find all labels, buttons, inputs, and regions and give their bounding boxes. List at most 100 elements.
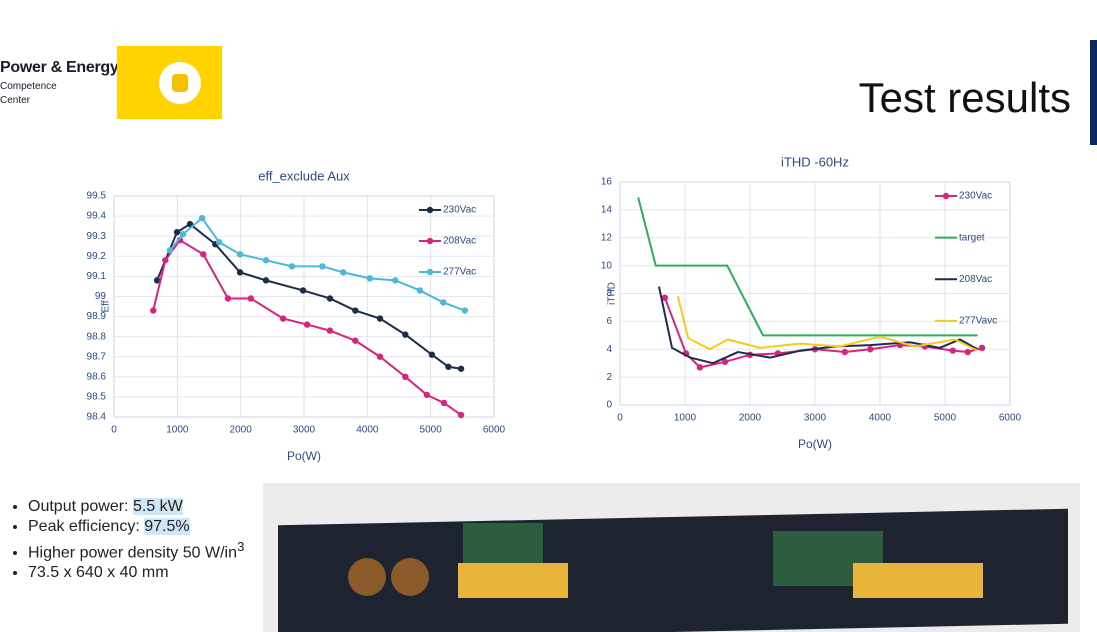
legend-label: 208Vac <box>443 236 476 247</box>
bullet: Output power: 5.5 kW <box>28 497 244 517</box>
x-tick-label: 2000 <box>739 413 762 424</box>
slide-title: Test results <box>858 74 1071 121</box>
data-point <box>457 365 465 372</box>
data-point <box>949 347 956 354</box>
series-line <box>676 296 978 352</box>
data-point <box>457 411 465 419</box>
data-point <box>303 321 311 328</box>
y-tick-label: 98.4 <box>87 412 107 423</box>
bullet-text: Higher power density 50 W/in <box>28 544 237 562</box>
y-tick-label: 14 <box>601 205 613 216</box>
y-tick-label: 99 <box>95 291 107 302</box>
data-point <box>150 307 157 314</box>
x-tick-label: 0 <box>111 425 117 436</box>
legend-label: 277Vac <box>443 267 476 278</box>
legend-label: 230Vac <box>443 205 476 216</box>
x-tick-label: 6000 <box>999 413 1022 424</box>
bullet-list: Output power: 5.5 kW Peak efficiency: 97… <box>8 497 244 583</box>
x-tick-label: 1000 <box>674 413 697 424</box>
y-tick-label: 98.9 <box>87 311 107 322</box>
data-point <box>340 269 347 276</box>
y-axis-label: iTHD <box>607 282 618 305</box>
data-point <box>461 307 469 314</box>
data-point <box>978 344 986 352</box>
data-point <box>402 331 409 338</box>
legend-marker <box>942 192 950 200</box>
x-axis-label: Po(W) <box>798 437 832 451</box>
product-photo <box>263 483 1080 632</box>
y-tick-label: 98.7 <box>87 351 107 362</box>
x-tick-label: 0 <box>617 413 623 424</box>
data-point <box>366 275 374 282</box>
data-point <box>964 348 971 356</box>
data-point <box>423 391 431 399</box>
data-point <box>198 214 206 222</box>
data-point <box>179 230 187 238</box>
highlight: 97.5% <box>144 518 190 535</box>
y-tick-label: 8 <box>606 288 612 299</box>
y-tick-label: 99.1 <box>87 271 107 282</box>
y-tick-label: 99.5 <box>87 191 107 202</box>
superscript: 3 <box>236 539 245 554</box>
data-point <box>326 295 334 302</box>
data-point <box>721 358 729 365</box>
data-point <box>224 295 232 302</box>
data-point <box>288 263 296 270</box>
data-point <box>299 287 307 294</box>
y-tick-label: 12 <box>601 232 613 243</box>
org-sub: Competence <box>0 81 57 92</box>
legend-label: 230Vac <box>959 191 992 202</box>
x-axis-label: Po(W) <box>287 449 321 463</box>
legend-marker <box>426 237 434 245</box>
x-tick-label: 4000 <box>356 425 379 436</box>
data-point <box>696 364 704 371</box>
data-point <box>236 251 244 258</box>
chart-title: eff_exclude Aux <box>258 168 350 183</box>
plot-frame <box>619 181 1011 406</box>
y-tick-label: 4 <box>606 344 612 355</box>
bullet: Peak efficiency: 97.5% <box>28 517 244 537</box>
y-tick-label: 6 <box>606 316 612 327</box>
plot-frame <box>113 195 495 418</box>
bullet: Higher power density 50 W/in3 <box>28 537 244 563</box>
data-point <box>428 351 436 358</box>
x-tick-label: 3000 <box>293 425 316 436</box>
data-point <box>402 373 409 381</box>
y-tick-label: 99.2 <box>87 251 107 262</box>
data-point <box>279 315 287 322</box>
bullet: 73.5 x 640 x 40 mm <box>28 563 244 583</box>
data-point <box>166 247 174 254</box>
bullet-text: 73.5 x 640 x 40 mm <box>28 564 169 582</box>
legend-label: target <box>959 232 985 243</box>
data-point <box>445 363 452 370</box>
data-point <box>215 239 223 246</box>
x-tick-label: 3000 <box>804 413 827 424</box>
data-point <box>319 263 326 270</box>
y-axis-label: Eff <box>101 300 112 312</box>
y-tick-label: 98.5 <box>87 392 107 403</box>
accent-bar <box>1090 40 1097 145</box>
data-point <box>262 257 270 264</box>
y-tick-label: 0 <box>606 400 612 411</box>
data-point <box>262 277 270 284</box>
data-point <box>376 315 384 322</box>
y-tick-label: 99.4 <box>87 211 107 222</box>
charts: eff_exclude Aux Po(W) Eff 98.4 98.5 98.6 98.7 9… <box>87 154 1022 463</box>
y-tick-label: 10 <box>601 260 613 271</box>
x-tick-label: 5000 <box>934 413 957 424</box>
data-point <box>440 299 447 306</box>
y-tick-label: 98.6 <box>87 371 107 382</box>
data-point <box>162 257 169 264</box>
y-tick-label: 16 <box>601 177 613 188</box>
data-point <box>661 294 669 301</box>
logo <box>117 46 222 119</box>
legend-label: 277Vavc <box>959 316 997 327</box>
series-line <box>637 197 978 337</box>
data-point <box>376 353 384 360</box>
series-line <box>663 297 983 369</box>
data-point <box>236 269 244 276</box>
series-line <box>169 216 466 312</box>
bullet-text: Peak efficiency: <box>28 518 145 535</box>
series-line <box>156 222 462 370</box>
